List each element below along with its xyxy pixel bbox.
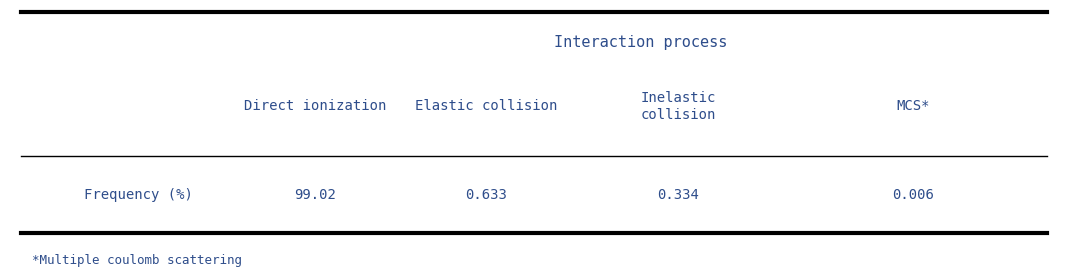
Text: *Multiple coulomb scattering: *Multiple coulomb scattering <box>32 254 242 267</box>
Text: Inelastic
collision: Inelastic collision <box>641 91 716 122</box>
Text: Direct ionization: Direct ionization <box>244 99 387 113</box>
Text: 99.02: 99.02 <box>294 188 336 201</box>
Text: Elastic collision: Elastic collision <box>414 99 557 113</box>
Text: 0.006: 0.006 <box>892 188 934 201</box>
Text: Interaction process: Interaction process <box>554 35 727 50</box>
Text: MCS*: MCS* <box>896 99 930 113</box>
Text: Frequency (%): Frequency (%) <box>84 188 193 201</box>
Text: 0.633: 0.633 <box>465 188 507 201</box>
Text: 0.334: 0.334 <box>657 188 700 201</box>
